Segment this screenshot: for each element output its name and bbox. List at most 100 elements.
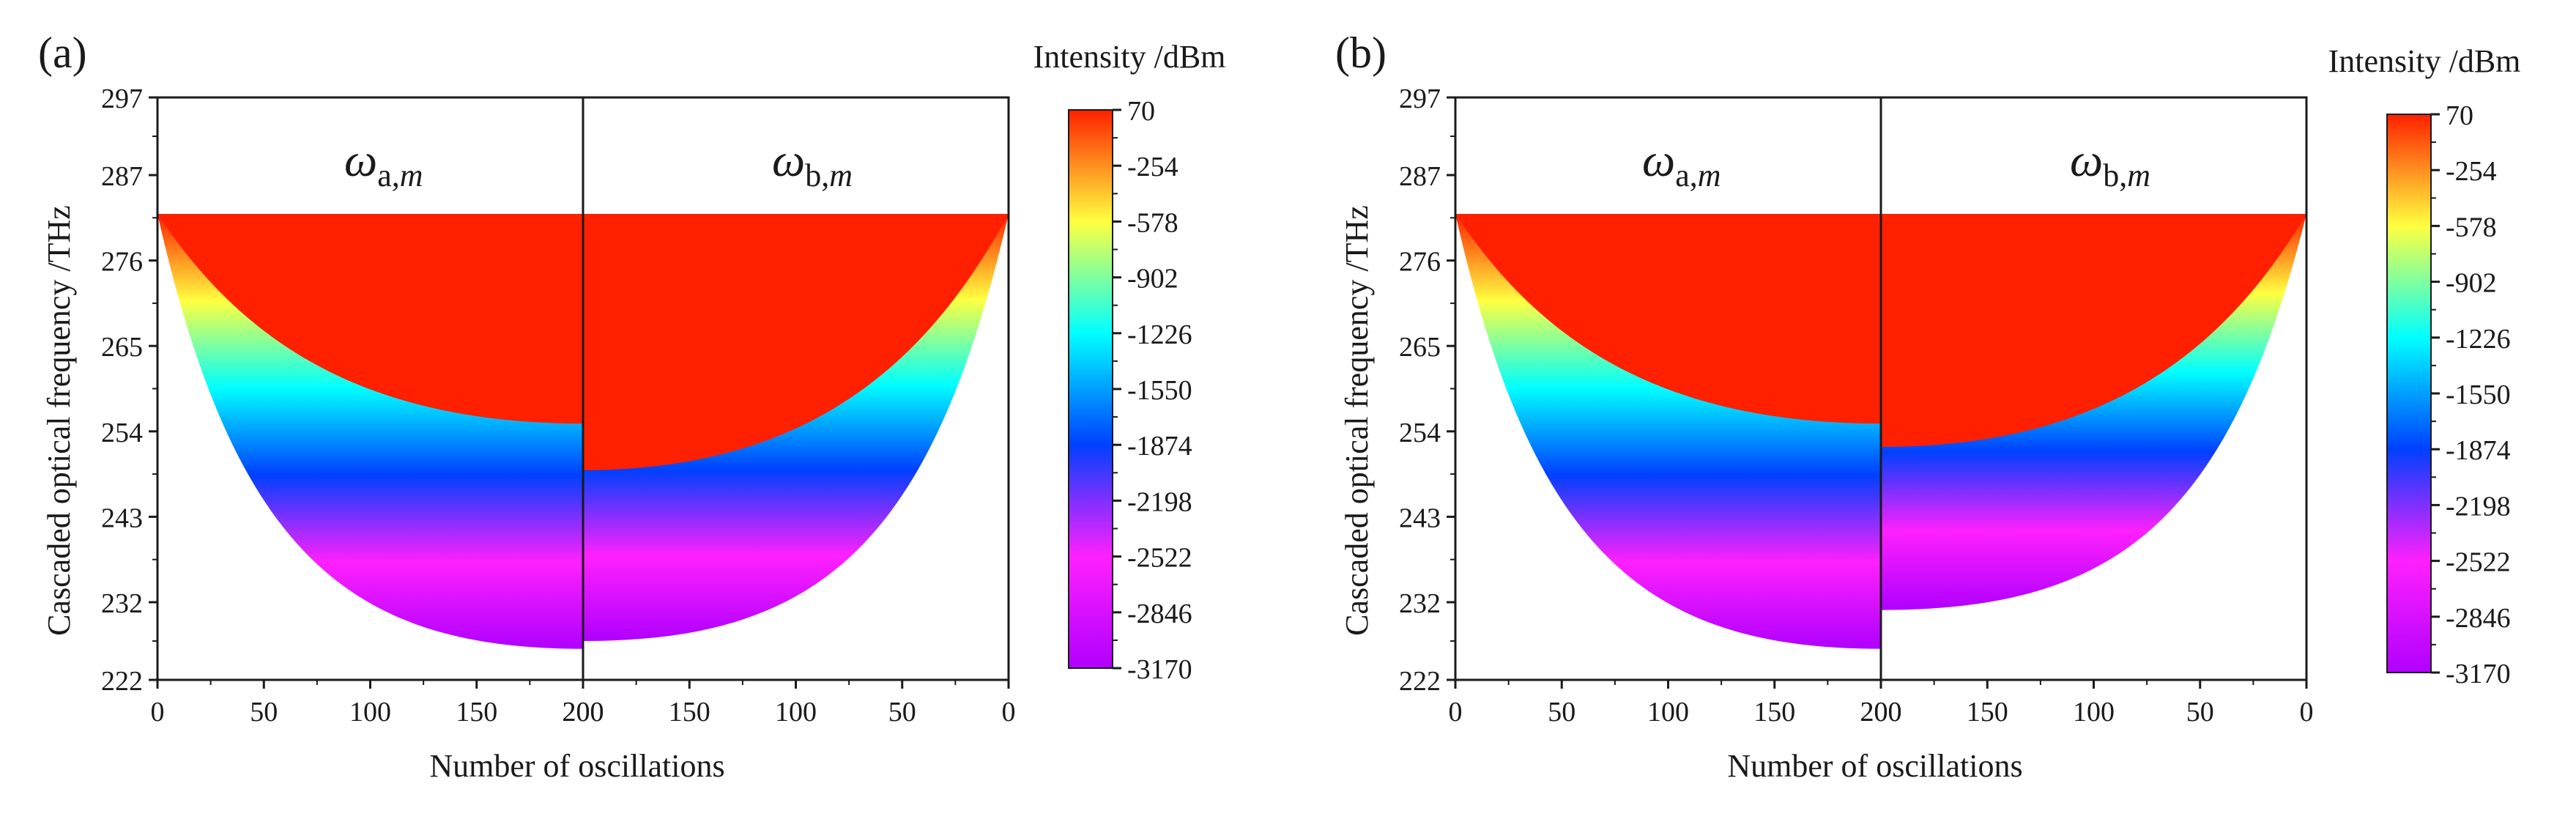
y-tick-label: 254 — [101, 418, 143, 448]
x-tick-label: 200 — [563, 697, 604, 727]
x-tick-label: 0 — [151, 697, 165, 727]
y-axis-title: Cascaded optical frequency /THz — [41, 205, 77, 636]
y-axis: 222 232 243 254 265 276 287 297 — [1399, 84, 1455, 697]
y-axis-label: Cascaded optical frequency /THz — [1339, 205, 1375, 636]
y-tick-label: 276 — [1399, 247, 1441, 278]
x-axis-label: Number of oscillations — [1727, 748, 2022, 784]
y-tick-label: 297 — [101, 84, 143, 114]
x-axis-label: Number of oscillations — [429, 748, 724, 784]
panel-title-left: ωa,m — [344, 134, 423, 193]
colorbar-title: Intensity /dBm — [1033, 39, 1226, 75]
heatmap-right — [583, 214, 1009, 641]
title-sub-a: b, — [2103, 158, 2127, 193]
heatmap-right — [1881, 214, 2306, 610]
colorbar-tick-label: -2522 — [2446, 547, 2511, 578]
heatmap-left — [157, 214, 583, 649]
x-tick-label: 200 — [1860, 697, 1902, 727]
y-tick-label: 222 — [101, 666, 143, 697]
y-axis-title: Cascaded optical frequency /THz — [1339, 205, 1375, 636]
x-tick-label: 0 — [1449, 697, 1463, 727]
heatmap-saturated-region — [1455, 214, 1881, 424]
colorbar-tick-label: -902 — [1127, 264, 1178, 295]
x-tick-label: 200 — [1860, 697, 1902, 727]
colorbar: 70 -254 -578 -902 -1226 -1550 -1874 -2198 -2522 -… — [2386, 100, 2511, 689]
colorbar-tick-label: -902 — [2446, 268, 2497, 299]
colorbar-tick-label: 70 — [1127, 96, 1155, 127]
colorbar-tick-label: -578 — [2446, 212, 2497, 242]
y-tick-label: 222 — [1399, 666, 1441, 697]
y-tick-label: 254 — [1399, 418, 1441, 448]
colorbar-tick-label: -2198 — [1127, 486, 1192, 517]
y-axis: 222 232 243 254 265 276 287 297 — [101, 84, 157, 697]
y-tick-label: 287 — [1399, 161, 1441, 192]
panel-title-right: ωb,m — [772, 134, 853, 193]
colorbar-tick-label: -3170 — [2446, 659, 2511, 689]
title-symbol: ω — [344, 134, 377, 186]
x-tick-label: 50 — [888, 697, 916, 727]
heatmap-saturated-region — [1881, 214, 2306, 447]
title-sub-a: a, — [1675, 158, 1698, 193]
y-tick-label: 297 — [1399, 84, 1441, 114]
heatmap-left — [1455, 214, 1881, 649]
x-tick-label: 100 — [2073, 697, 2115, 727]
title-sub-a: a, — [377, 158, 400, 193]
panel-b: (b) Cascaded optical frequency /THz Numb… — [1335, 29, 2520, 784]
colorbar-tick-label: -2846 — [1127, 599, 1192, 629]
x-tick-label: 200 — [563, 697, 604, 727]
y-tick-label: 265 — [1399, 332, 1441, 363]
y-tick-label: 243 — [1399, 503, 1441, 533]
panel-title-left: ωa,m — [1642, 134, 1721, 193]
title-symbol: ω — [2070, 134, 2103, 186]
colorbar-tick-label: -1226 — [2446, 324, 2511, 355]
colorbar-tick-label: -1550 — [2446, 379, 2511, 410]
y-tick-label: 287 — [101, 161, 143, 192]
colorbar-tick-label: 70 — [2446, 100, 2473, 131]
colorbar-tick-label: -1874 — [1127, 431, 1192, 462]
title-sub-a: b, — [805, 158, 829, 193]
y-tick-label: 232 — [1399, 588, 1441, 619]
colorbar-title: Intensity /dBm — [2328, 43, 2521, 79]
x-tick-label: 0 — [1002, 697, 1016, 727]
colorbar-tick-label: -254 — [2446, 156, 2497, 187]
title-sub-b: m — [829, 158, 853, 193]
colorbar-tick-label: -578 — [1127, 207, 1178, 238]
x-tick-label: 0 — [2300, 697, 2314, 727]
panel-label: (a) — [38, 29, 87, 77]
x-tick-label: 50 — [1548, 697, 1575, 727]
title-sub-b: m — [2127, 158, 2150, 193]
colorbar-tick-label: -2522 — [1127, 543, 1192, 574]
y-tick-label: 276 — [101, 247, 143, 278]
x-tick-label: 150 — [1753, 697, 1795, 727]
x-tick-label: 100 — [1647, 697, 1689, 727]
title-symbol: ω — [1642, 134, 1675, 186]
title-symbol: ω — [772, 134, 805, 186]
colorbar-tick-label: -254 — [1127, 152, 1178, 182]
x-tick-label: 150 — [456, 697, 497, 727]
y-tick-label: 232 — [101, 588, 143, 619]
colorbar-tick-label: -1874 — [2446, 435, 2511, 466]
x-tick-label: 150 — [669, 697, 710, 727]
colorbar-tick-label: -1226 — [1127, 319, 1192, 350]
heatmap-saturated-region — [157, 214, 583, 424]
y-axis-label: Cascaded optical frequency /THz — [41, 205, 77, 636]
colorbar-tick-label: -1550 — [1127, 375, 1192, 406]
x-tick-label: 150 — [1967, 697, 2008, 727]
y-tick-label: 243 — [101, 503, 143, 533]
panel-a: (a) Cascaded optical frequency /THz Numb… — [38, 29, 1225, 784]
title-sub-b: m — [1698, 158, 1721, 193]
x-tick-label: 100 — [349, 697, 391, 727]
heatmap-saturated-region — [583, 214, 1009, 470]
colorbar-gradient — [1068, 109, 1113, 669]
x-tick-label: 50 — [250, 697, 278, 727]
y-tick-label: 265 — [101, 332, 143, 363]
colorbar-tick-label: -2846 — [2446, 603, 2511, 634]
panel-label: (b) — [1335, 29, 1387, 77]
colorbar-gradient — [2386, 114, 2432, 673]
x-tick-label: 100 — [775, 697, 817, 727]
colorbar-tick-label: -2198 — [2446, 491, 2511, 522]
